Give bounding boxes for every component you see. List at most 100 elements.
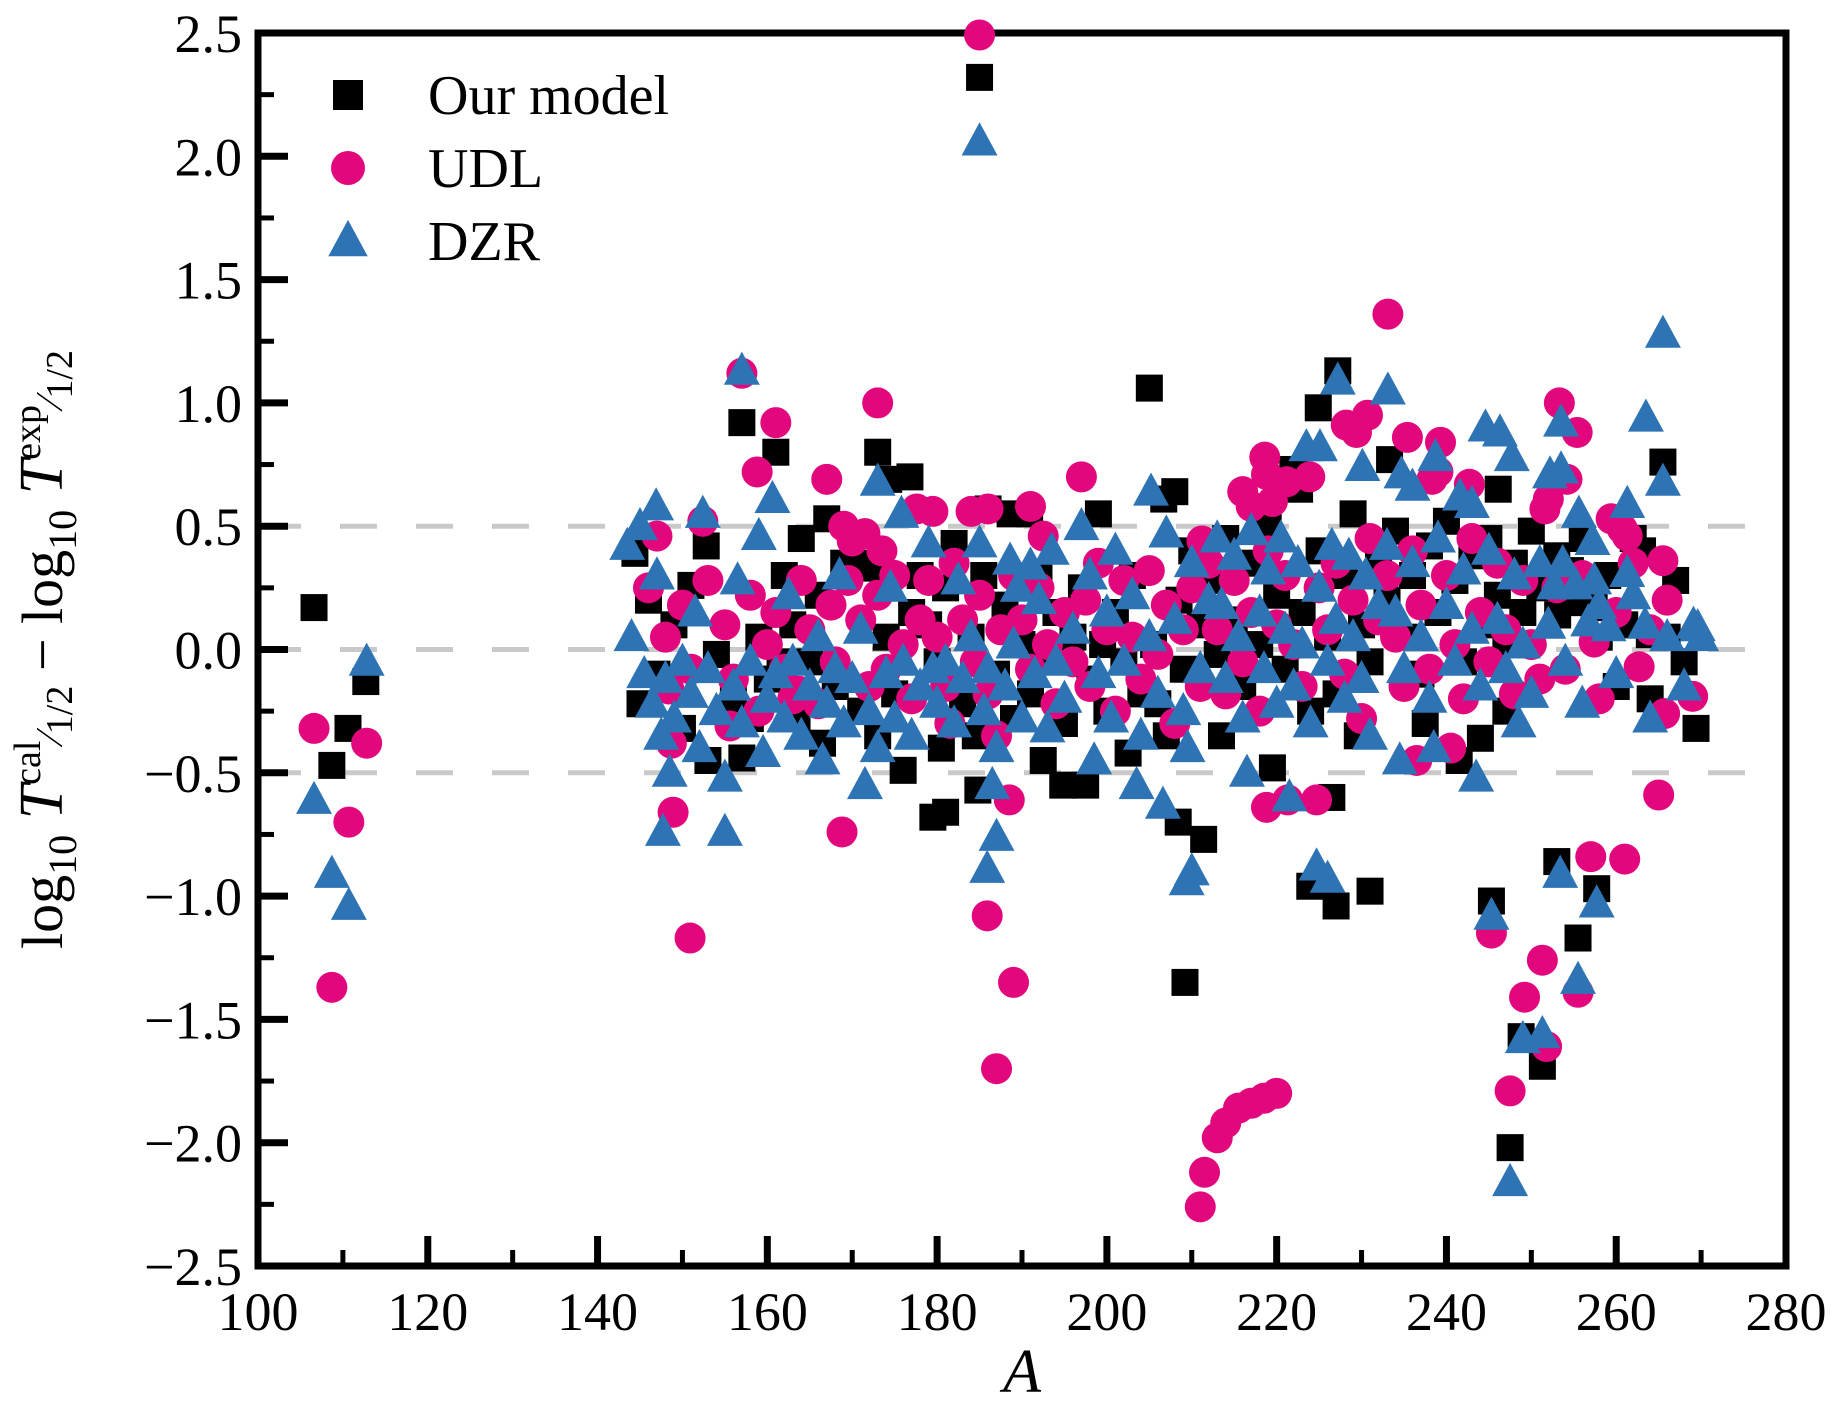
data-point-circle	[1609, 843, 1641, 875]
data-point-circle	[751, 629, 783, 661]
data-point-circle	[815, 589, 847, 621]
data-point-triangle	[804, 741, 841, 775]
data-point-triangle	[883, 494, 920, 528]
data-point-triangle	[970, 650, 1007, 684]
data-point-square	[300, 594, 328, 622]
data-point-triangle	[1093, 699, 1130, 733]
data-point-triangle	[1020, 580, 1057, 615]
data-point-circle	[862, 387, 894, 419]
data-point-triangle	[1029, 709, 1066, 743]
y-tick-label: −2.5	[144, 1237, 242, 1297]
data-point-triangle	[1576, 561, 1613, 595]
data-point-triangle	[1513, 674, 1550, 708]
x-tick-label: 140	[557, 1282, 638, 1342]
data-point-triangle	[1377, 593, 1414, 627]
data-point-triangle	[1415, 728, 1452, 763]
data-point-square	[1322, 892, 1350, 920]
data-point-circle	[1416, 463, 1448, 495]
data-point-triangle	[1609, 484, 1646, 518]
data-point-circle	[316, 971, 348, 1003]
data-point-circle	[1256, 486, 1288, 518]
data-point-triangle	[974, 765, 1011, 800]
data-point-triangle	[1473, 896, 1510, 930]
data-point-triangle	[1347, 556, 1384, 590]
data-point-triangle	[1369, 371, 1406, 405]
data-point-triangle	[681, 728, 718, 763]
y-tick-label: 2.5	[175, 4, 243, 64]
data-point-triangle	[1318, 600, 1355, 634]
data-point-square	[1171, 968, 1199, 996]
data-point-triangle	[1267, 610, 1304, 644]
data-point-circle	[1623, 651, 1655, 683]
data-point-circle	[1413, 653, 1445, 685]
x-tick-label: 260	[1576, 1282, 1657, 1342]
data-point-triangle	[770, 576, 807, 610]
data-point-triangle	[1301, 568, 1338, 602]
data-point-circle	[1014, 490, 1046, 522]
data-point-triangle	[706, 758, 743, 792]
data-point-triangle	[1319, 361, 1356, 395]
data-point-circle	[333, 806, 365, 838]
data-point-triangle	[1544, 543, 1581, 578]
data-point-triangle	[1144, 785, 1181, 819]
data-point-triangle	[1054, 610, 1091, 644]
data-point-triangle	[1344, 447, 1381, 481]
data-point-triangle	[910, 524, 947, 558]
data-point-triangle	[944, 659, 981, 694]
data-point-triangle	[953, 617, 990, 652]
data-point-square	[787, 525, 815, 553]
data-point-triangle	[1666, 667, 1703, 701]
data-point-triangle	[1481, 413, 1518, 447]
legend-label: Our model	[428, 65, 669, 127]
data-point-triangle	[825, 704, 862, 738]
data-point-triangle	[1496, 556, 1533, 590]
data-point-triangle	[1105, 642, 1142, 676]
data-point-triangle	[969, 849, 1006, 883]
data-point-circle	[826, 816, 858, 848]
data-point-circle	[1456, 523, 1488, 555]
x-tick-label: 100	[218, 1282, 299, 1342]
data-point-triangle	[872, 568, 909, 602]
y-tick-label: 2.0	[175, 127, 243, 187]
data-point-circle	[709, 609, 741, 641]
data-point-triangle	[698, 691, 735, 726]
data-point-square	[1496, 1134, 1524, 1162]
data-point-triangle	[1330, 536, 1367, 570]
data-point-circle	[1405, 589, 1437, 621]
data-point-triangle	[1500, 704, 1537, 738]
data-point-triangle	[651, 753, 688, 787]
data-point-circle	[1391, 421, 1423, 453]
data-point-triangle	[1258, 684, 1295, 718]
data-point-triangle	[1309, 642, 1346, 676]
y-tick-label: −0.5	[144, 744, 242, 804]
data-point-triangle	[1386, 650, 1422, 684]
data-point-triangle	[876, 699, 913, 733]
data-point-circle	[1301, 784, 1333, 816]
data-point-triangle	[800, 617, 837, 652]
data-point-circle	[998, 966, 1030, 998]
data-point-circle	[760, 407, 792, 439]
data-point-triangle	[1462, 667, 1499, 701]
data-point-triangle	[1250, 551, 1287, 585]
data-point-triangle	[1131, 617, 1168, 652]
data-point-circle	[1337, 584, 1369, 616]
data-point-triangle	[1417, 437, 1454, 472]
data-point-triangle	[313, 854, 350, 888]
data-point-square	[864, 438, 892, 466]
data-point-triangle	[859, 728, 896, 763]
data-point-triangle	[689, 650, 726, 684]
data-point-triangle	[613, 617, 650, 652]
data-point-square	[896, 463, 924, 491]
data-point-triangle	[1012, 546, 1049, 580]
data-point-triangle	[757, 654, 794, 689]
data-point-triangle	[1542, 854, 1579, 888]
data-point-triangle	[1445, 551, 1482, 585]
data-point-triangle	[868, 654, 905, 689]
data-point-triangle	[1114, 576, 1151, 610]
data-point-triangle	[1004, 699, 1040, 733]
data-point-triangle	[893, 716, 930, 750]
data-point-triangle	[1122, 716, 1159, 750]
data-point-triangle	[1203, 585, 1240, 620]
data-point-triangle	[1165, 691, 1202, 726]
